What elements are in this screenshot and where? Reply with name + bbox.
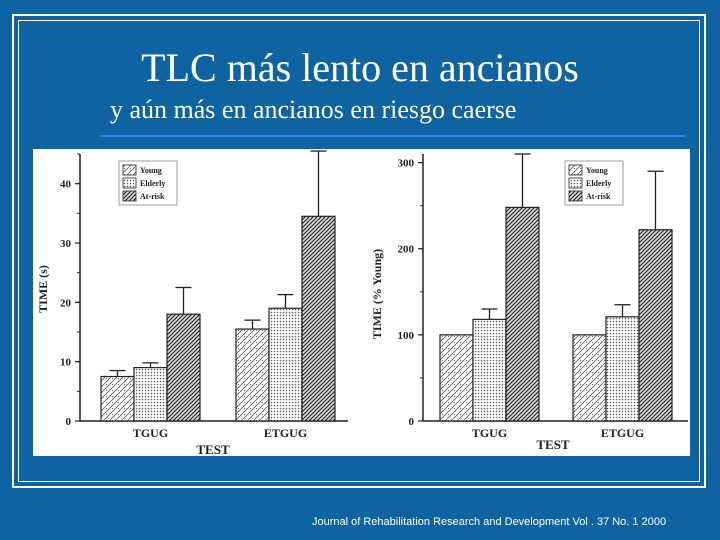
bar-young-etgug-0 xyxy=(235,328,270,422)
legend-swatch-elderly-1 xyxy=(568,177,583,189)
citation: Journal of Rehabilitation Research and D… xyxy=(312,516,667,528)
legend-swatch-at-risk-1 xyxy=(568,190,583,202)
y-tick-label: 10 xyxy=(60,357,72,369)
y-tick-label: 0 xyxy=(409,416,415,428)
bar-at-risk-etgug-1 xyxy=(638,229,673,422)
legend-swatch-young-1 xyxy=(568,164,583,176)
y-tick-label: 30 xyxy=(60,238,72,250)
bar-at-risk-tgug-1 xyxy=(505,206,540,422)
bar-young-etgug-1 xyxy=(572,334,607,422)
slide-subtitle: y aún más en ancianos en riesgo caerse xyxy=(110,95,517,124)
y-axis-label-1: TIME (% Young) xyxy=(370,249,384,339)
category-label: TGUG xyxy=(472,426,507,440)
y-axis-label-0: TIME (s) xyxy=(36,265,50,313)
bar-young-tgug-1 xyxy=(439,334,474,422)
bar-at-risk-tgug-0 xyxy=(166,313,201,422)
bar-elderly-tgug-0 xyxy=(133,367,168,422)
slide-frame-outer xyxy=(12,14,706,488)
bar-charts-svg: 0 10 20 30 40 TIME (s) TGUG ETGUG TEST Young Elder… xyxy=(36,150,688,456)
y-tick-label: 20 xyxy=(60,297,72,309)
legend-label: Young xyxy=(586,166,608,175)
slide-title: TLC más lento en ancianos xyxy=(141,45,579,90)
y-tick-label: 0 xyxy=(66,416,72,428)
y-tick-label: 300 xyxy=(398,158,415,170)
x-axis-label-0: TEST xyxy=(196,442,230,456)
bar-elderly-tgug-1 xyxy=(472,318,507,422)
legend-label: At-risk xyxy=(140,192,165,201)
legend-swatch-young-0 xyxy=(122,164,137,176)
figure-panel: 0 10 20 30 40 TIME (s) TGUG ETGUG TEST Young Elder… xyxy=(33,149,690,456)
y-tick-label: 40 xyxy=(60,179,72,191)
legend-label: At-risk xyxy=(586,192,611,201)
y-tick-label: 200 xyxy=(398,244,415,256)
legend-label: Young xyxy=(140,166,162,175)
legend-swatch-elderly-0 xyxy=(122,177,137,189)
bar-at-risk-etgug-0 xyxy=(301,215,336,422)
y-tick-label: 100 xyxy=(398,330,415,342)
category-label: ETGUG xyxy=(601,426,644,440)
title-divider xyxy=(100,135,685,137)
legend-swatch-at-risk-0 xyxy=(122,190,137,202)
bar-young-tgug-0 xyxy=(100,375,135,422)
category-label: ETGUG xyxy=(264,426,307,440)
x-axis-label-1: TEST xyxy=(536,437,570,452)
legend-label: Elderly xyxy=(140,179,165,188)
bar-elderly-etgug-1 xyxy=(605,316,640,422)
slide-frame-inner xyxy=(18,20,700,482)
category-label: TGUG xyxy=(133,426,168,440)
bar-elderly-etgug-0 xyxy=(268,307,303,422)
legend-label: Elderly xyxy=(586,179,611,188)
